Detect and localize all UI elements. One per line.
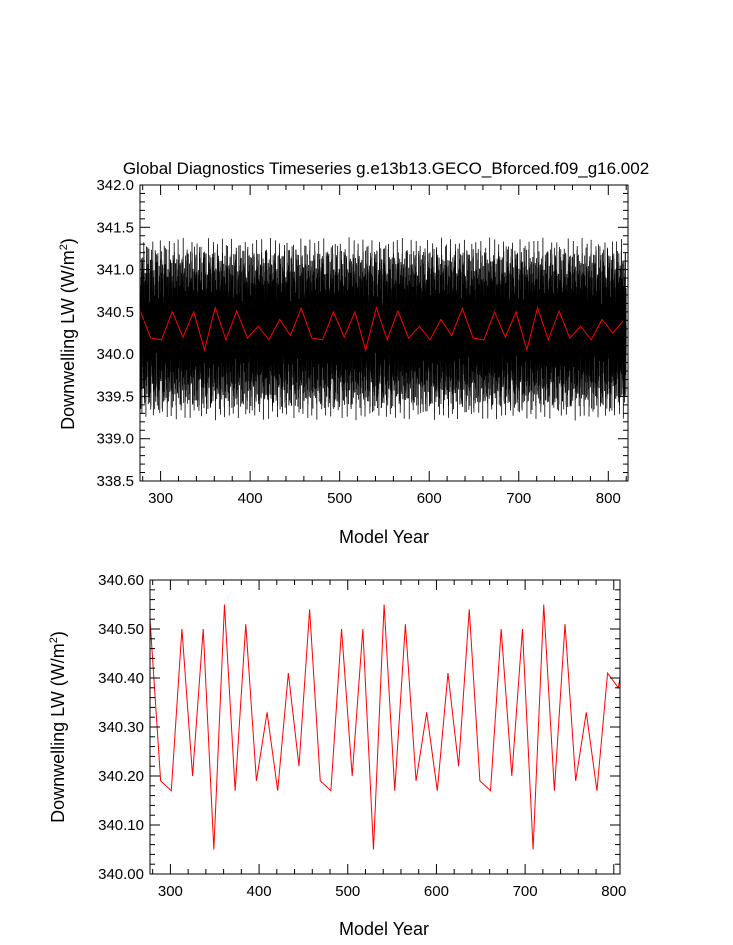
top-series-1-line: [139, 305, 624, 352]
top-x-tick-label: 700: [506, 490, 531, 507]
top-y-tick-label: 339.0: [96, 431, 134, 448]
bottom-x-tick-label: 700: [513, 883, 538, 900]
bottom-y-axis-label-sup: 2: [48, 637, 60, 643]
top-x-tick-label: 600: [417, 490, 442, 507]
top-x-tick-label: 400: [238, 490, 263, 507]
bottom-x-tick-label: 800: [601, 883, 626, 900]
bottom-x-tick-label: 300: [158, 883, 183, 900]
bottom-y-tick-label: 340.10: [98, 817, 144, 834]
top-x-tick-label: 500: [327, 490, 352, 507]
top-chart: Global Diagnostics Timeseries g.e13b13.G…: [58, 159, 649, 547]
top-chart-title: Global Diagnostics Timeseries g.e13b13.G…: [123, 159, 649, 178]
bottom-x-axis-label: Model Year: [339, 919, 429, 939]
top-y-axis-label-main: Downwelling LW (W/m: [58, 250, 78, 430]
top-y-axis-label: Downwelling LW (W/m2): [58, 238, 78, 430]
top-x-axis-label: Model Year: [339, 527, 429, 547]
bottom-series-0-line: [149, 604, 621, 850]
bottom-y-tick-label: 340.50: [98, 621, 144, 638]
top-series-0-line: [139, 237, 627, 421]
top-y-tick-label: 342.0: [96, 177, 134, 194]
top-y-tick-label: 341.5: [96, 219, 134, 236]
top-y-tick-label: 341.0: [96, 262, 134, 279]
top-y-tick-label: 340.0: [96, 346, 134, 363]
bottom-y-tick-label: 340.00: [98, 866, 144, 883]
bottom-y-tick-label: 340.60: [98, 572, 144, 589]
bottom-y-tick-label: 340.40: [98, 670, 144, 687]
top-y-tick-label: 339.5: [96, 388, 134, 405]
bottom-x-tick-label: 500: [335, 883, 360, 900]
bottom-y-axis-label-main: Downwelling LW (W/m: [48, 643, 68, 823]
top-plot-frame: [139, 184, 629, 482]
top-y-tick-label: 340.5: [96, 304, 134, 321]
bottom-y-tick-label: 340.30: [98, 719, 144, 736]
bottom-x-tick-label: 400: [247, 883, 272, 900]
bottom-plot-area: 300 400 500 600 700 800 340.00 340.10 340.20 340.…: [98, 572, 626, 900]
top-y-axis-label-end: ): [58, 238, 78, 244]
bottom-y-tick-label: 340.20: [98, 768, 144, 785]
top-y-axis-label-sup: 2: [58, 244, 70, 250]
top-x-tick-label: 800: [596, 490, 621, 507]
top-x-tick-label: 300: [148, 490, 173, 507]
bottom-y-axis-label-end: ): [48, 631, 68, 637]
bottom-chart: 300 400 500 600 700 800 340.00 340.10 340.20 340.…: [48, 572, 626, 939]
top-y-tick-label: 338.5: [96, 473, 134, 490]
bottom-x-tick-label: 600: [424, 883, 449, 900]
bottom-y-axis-label: Downwelling LW (W/m2): [48, 631, 68, 823]
top-plot-area: 300 400 500 600 700 800 338.5 339.0 339.5 340.0 34…: [96, 177, 629, 507]
